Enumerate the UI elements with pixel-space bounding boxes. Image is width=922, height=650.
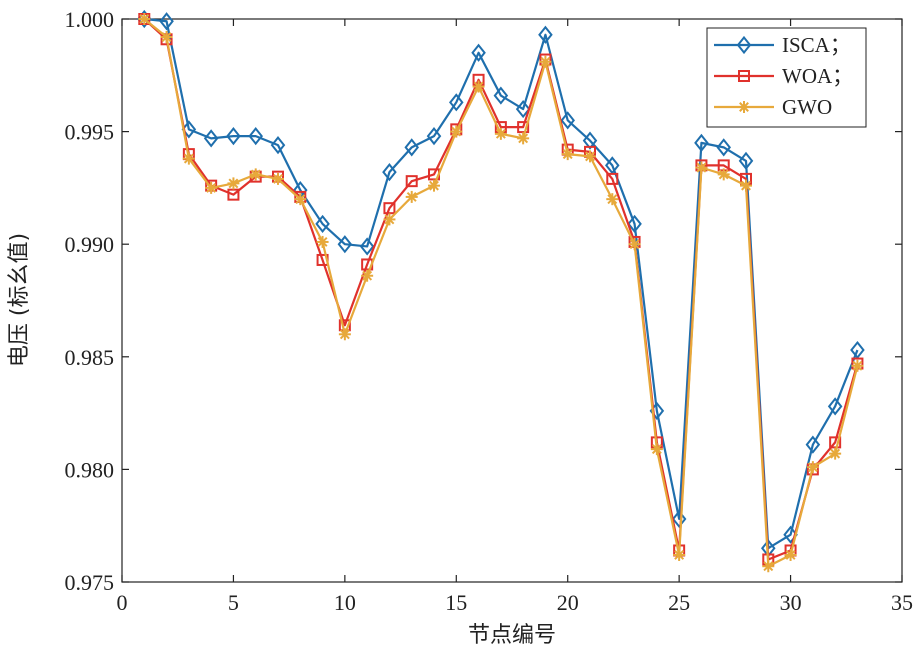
- data-point: [717, 168, 730, 181]
- x-tick-label: 15: [445, 590, 467, 615]
- data-point: [539, 55, 552, 68]
- data-point: [159, 12, 174, 31]
- data-point: [449, 93, 464, 112]
- data-point: [762, 560, 775, 573]
- data-point: [383, 202, 396, 215]
- data-point: [404, 138, 419, 157]
- data-point: [382, 163, 397, 182]
- data-point: [337, 235, 353, 254]
- data-point: [827, 397, 843, 416]
- series-3: [138, 13, 864, 573]
- data-point: [671, 509, 687, 529]
- y-tick-label: 0.980: [65, 457, 115, 482]
- x-tick-label: 10: [334, 590, 356, 615]
- legend-label: GWO: [782, 95, 832, 119]
- data-point: [227, 188, 240, 201]
- data-point: [805, 435, 821, 454]
- x-axis: 0 5 10 15 20 25 30 35: [117, 19, 913, 615]
- data-point: [538, 25, 553, 44]
- x-tick-label: 5: [228, 590, 239, 615]
- y-tick-label: 0.975: [65, 570, 115, 595]
- data-point: [740, 179, 752, 192]
- data-point: [560, 111, 575, 130]
- plot-frame: [121, 18, 903, 583]
- data-point: [605, 156, 620, 175]
- data-point: [270, 136, 286, 155]
- data-point: [850, 340, 865, 360]
- data-point: [494, 127, 507, 140]
- data-point: [493, 86, 509, 105]
- data-point: [673, 548, 686, 561]
- data-point: [426, 127, 442, 146]
- data-point: [627, 214, 642, 234]
- y-axis: 0.975 0.980 0.985 0.990 0.995 1.000: [65, 7, 902, 595]
- data-point: [272, 172, 284, 185]
- legend-label: WOA；: [782, 64, 853, 88]
- data-point: [338, 328, 351, 341]
- data-point: [248, 127, 263, 146]
- data-point: [383, 213, 396, 226]
- data-point: [405, 175, 418, 188]
- legend-marker: [736, 35, 752, 55]
- data-point: [138, 13, 151, 25]
- legend-label: ISCA；: [782, 33, 851, 57]
- series-line: [144, 17, 859, 550]
- data-point: [716, 138, 731, 157]
- data-point: [784, 548, 797, 561]
- y-tick-label: 0.985: [65, 345, 115, 370]
- legend-marker: [738, 70, 750, 82]
- legend-entries: ISCA； WOA； GWO: [714, 33, 853, 119]
- data-point: [806, 461, 819, 474]
- data-point: [517, 132, 530, 145]
- data-point: [205, 181, 218, 194]
- y-tick-label: 0.995: [65, 120, 115, 145]
- x-tick-label: 35: [891, 590, 913, 615]
- data-point: [315, 214, 330, 234]
- data-point: [628, 238, 641, 251]
- data-point: [450, 125, 463, 138]
- legend: ISCA； WOA； GWO: [706, 27, 867, 128]
- data-point: [471, 43, 486, 62]
- data-point: [606, 193, 619, 206]
- data-point: [226, 127, 241, 146]
- x-tick-label: 0: [117, 590, 128, 615]
- data-point: [227, 177, 240, 190]
- legend-marker: [738, 101, 750, 113]
- data-point: [249, 168, 262, 181]
- x-axis-title: 节点编号: [468, 623, 556, 648]
- data-point: [584, 150, 596, 163]
- data-point: [405, 190, 418, 203]
- data-point: [695, 161, 708, 174]
- data-point: [738, 151, 754, 170]
- data-point: [829, 447, 842, 460]
- data-point: [561, 148, 574, 161]
- data-point: [606, 172, 619, 185]
- x-tick-label: 20: [557, 590, 579, 615]
- data-point: [694, 133, 709, 152]
- data-point: [515, 99, 531, 119]
- data-point: [428, 179, 440, 192]
- data-point: [181, 120, 197, 139]
- data-point: [829, 436, 842, 449]
- x-tick-label: 30: [780, 590, 802, 615]
- data-point: [517, 121, 530, 134]
- y-tick-label: 1.000: [65, 7, 115, 32]
- data-point: [316, 235, 329, 248]
- data-point: [851, 359, 864, 372]
- y-tick-label: 0.990: [65, 232, 115, 257]
- series-layer: [137, 9, 865, 573]
- data-point: [472, 80, 485, 93]
- data-point: [203, 129, 219, 148]
- y-axis-title: 电压 (标幺值): [7, 233, 32, 367]
- data-point: [294, 193, 307, 206]
- data-point: [182, 152, 195, 165]
- data-point: [361, 269, 374, 282]
- data-point: [582, 131, 598, 150]
- data-point: [160, 31, 173, 44]
- data-point: [359, 237, 375, 256]
- x-tick-label: 25: [668, 590, 690, 615]
- data-point: [650, 443, 663, 456]
